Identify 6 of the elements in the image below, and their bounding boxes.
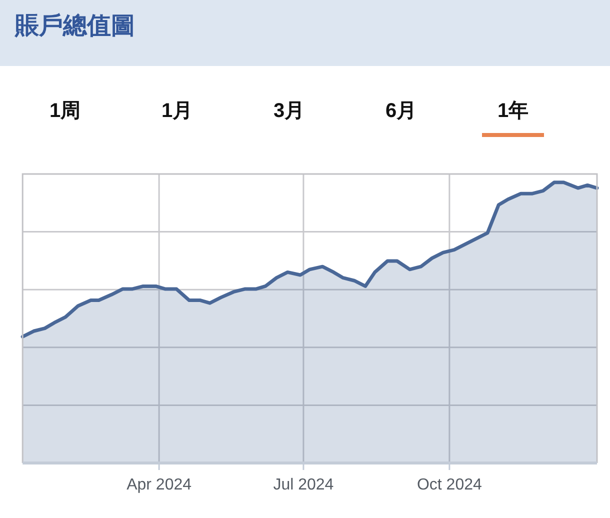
annotation: 3月 — [273, 100, 305, 122]
title: 賬戶總值圖 — [15, 12, 135, 40]
annotation: 1周 — [49, 100, 81, 122]
annotation: 1年 — [497, 100, 529, 122]
annotation: 1月 — [161, 100, 193, 122]
annotation: 6月 — [385, 100, 417, 122]
